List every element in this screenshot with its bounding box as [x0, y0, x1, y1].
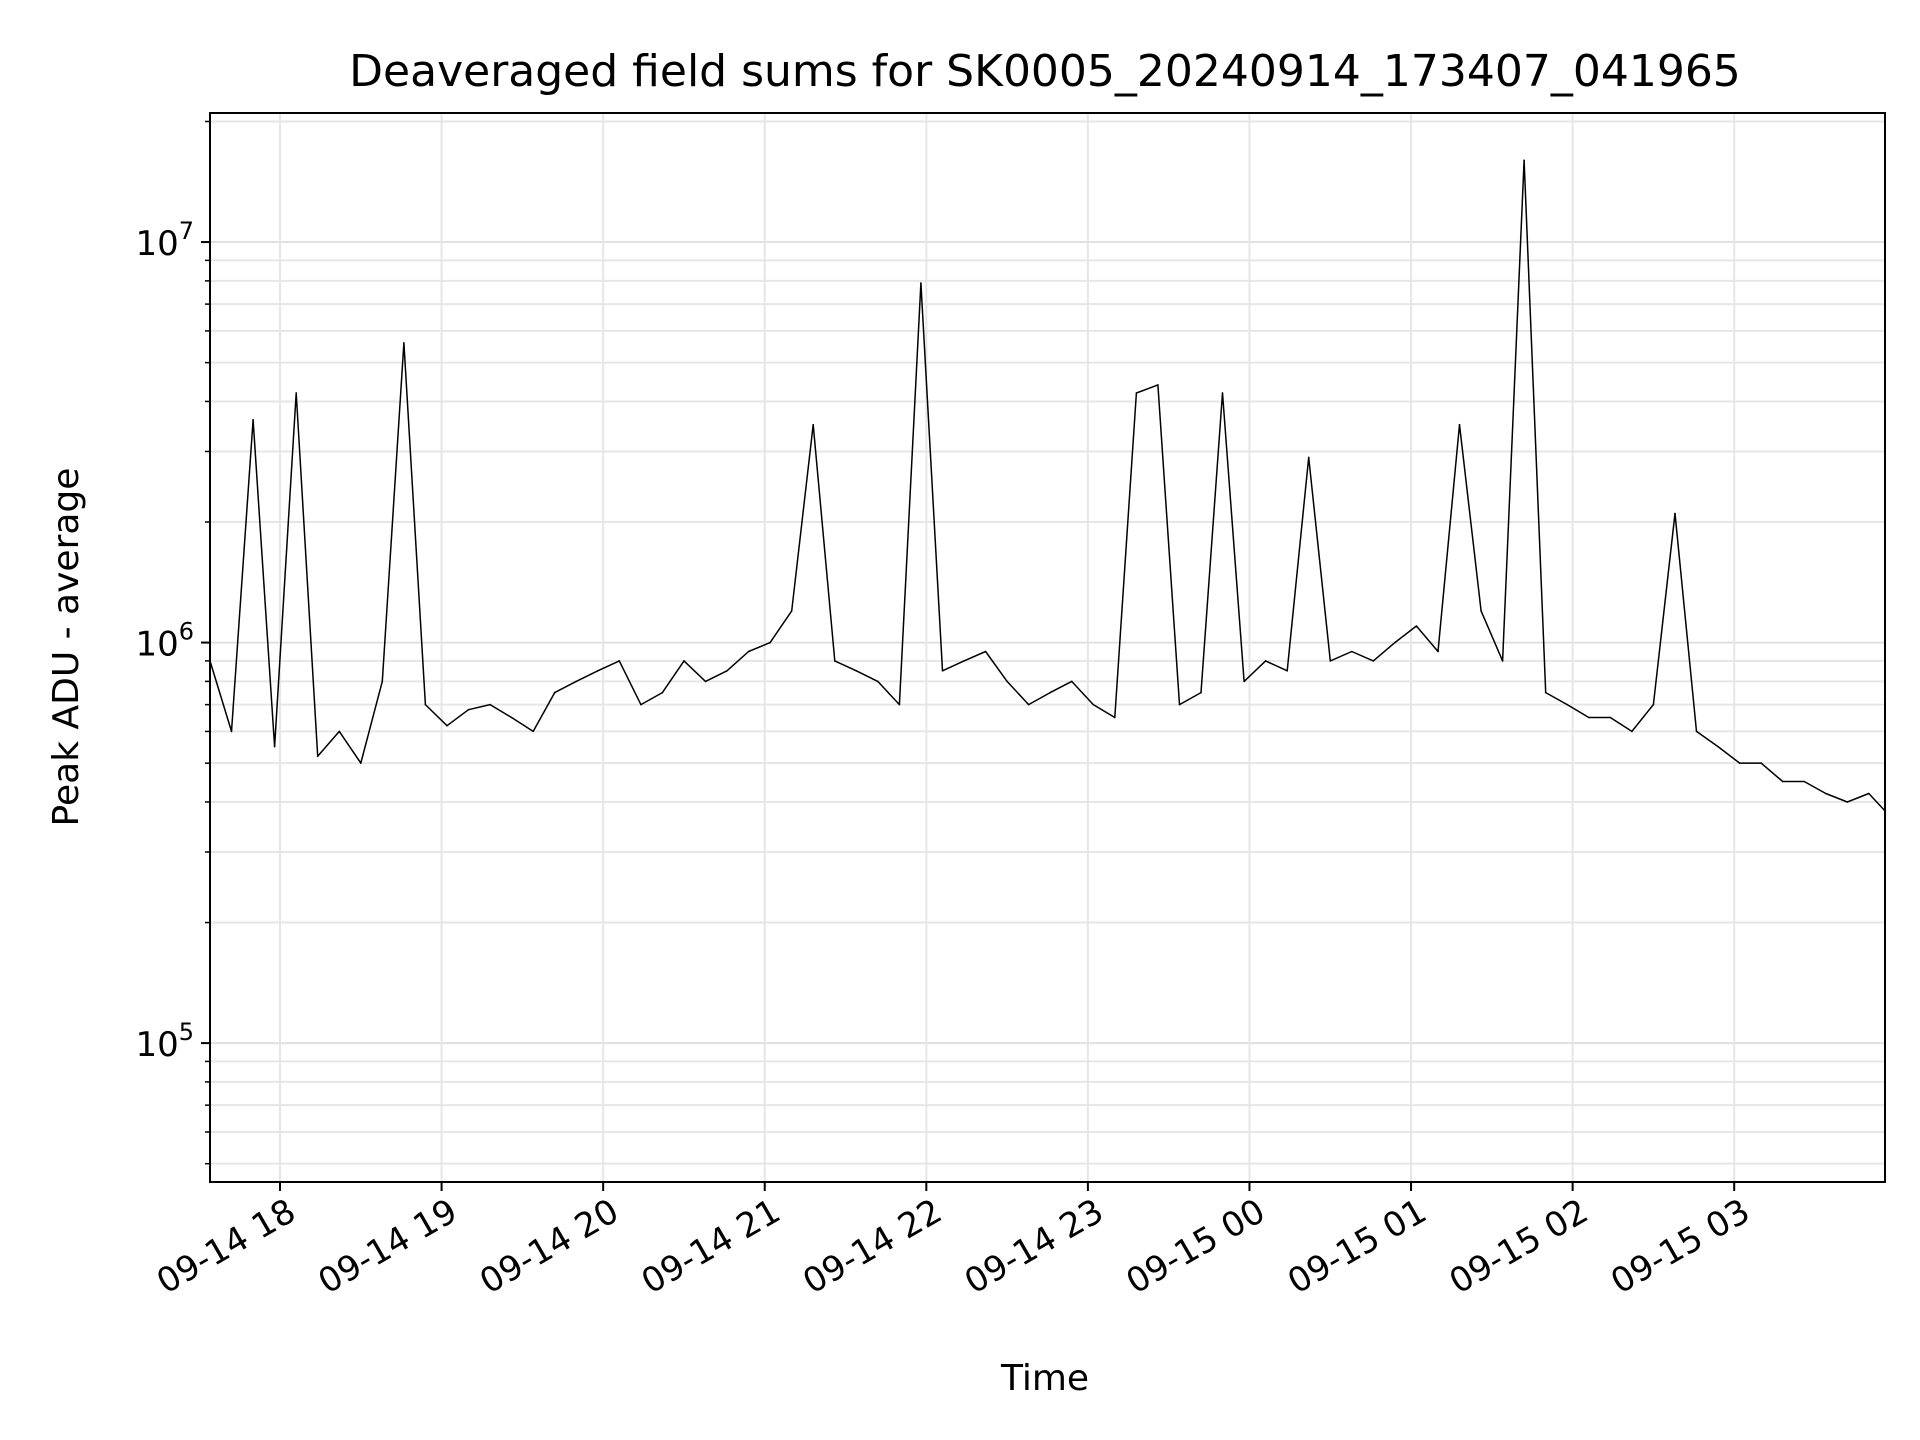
data-point [1846, 801, 1849, 803]
data-point [661, 691, 664, 694]
data-point [984, 650, 987, 653]
data-point [877, 680, 879, 683]
data-point [1803, 780, 1805, 783]
data-point [683, 660, 685, 662]
data-point [790, 610, 793, 612]
data-point [1501, 660, 1504, 662]
data-point [898, 703, 901, 706]
data-point [1825, 792, 1827, 795]
data-point [855, 670, 858, 672]
data-point [704, 680, 707, 683]
y-tick-label: 107 [135, 217, 194, 264]
data-point [403, 342, 405, 344]
data-point [360, 762, 362, 764]
data-point [1200, 691, 1202, 694]
data-point [1588, 716, 1590, 719]
data-point [510, 716, 513, 719]
data-point [1781, 780, 1784, 783]
data-point [1695, 730, 1698, 733]
data-point [381, 680, 384, 683]
data-point [963, 660, 965, 662]
data-point [575, 680, 577, 683]
x-axis-label: Time [1000, 1358, 1089, 1399]
chart-title: Deaveraged field sums for SK0005_2024091… [349, 46, 1741, 97]
data-point [1480, 610, 1482, 612]
data-point [1415, 625, 1418, 627]
data-point [1006, 680, 1008, 683]
data-point [640, 703, 642, 706]
data-point [834, 660, 836, 662]
data-point [812, 423, 814, 426]
data-point [1221, 392, 1224, 394]
grid [210, 113, 1885, 1182]
y-ticks: 105 106 107 [135, 120, 210, 1165]
data-point [769, 641, 771, 644]
data-point [1717, 745, 1719, 748]
data-point [1458, 423, 1461, 426]
data-point [1372, 660, 1375, 662]
y-tick-label: 105 [135, 1018, 194, 1065]
data-point [467, 708, 470, 711]
data-point [230, 730, 233, 733]
data-point [1307, 456, 1310, 459]
data-point [1760, 762, 1762, 764]
data-point [747, 650, 750, 653]
data-point [1157, 384, 1159, 386]
y-tick-label: 106 [135, 618, 194, 665]
data-point [941, 670, 944, 672]
data-point [1394, 641, 1396, 644]
data-point [1652, 703, 1655, 706]
data-point [1631, 730, 1633, 733]
data-point [252, 419, 254, 421]
data-point [1329, 660, 1332, 662]
data-point [1286, 670, 1288, 672]
series-layer [209, 159, 1886, 812]
data-point [1070, 680, 1073, 683]
data-point [1027, 703, 1030, 706]
data-point [424, 703, 427, 706]
data-point [920, 282, 922, 284]
data-point [273, 745, 276, 748]
data-point [1114, 716, 1116, 719]
data-point [1738, 762, 1741, 764]
data-point [316, 755, 319, 758]
data-point [726, 670, 728, 672]
data-point [1868, 792, 1870, 795]
data-point [1178, 703, 1181, 706]
data-point [1437, 650, 1439, 653]
data-point [618, 660, 621, 662]
data-point [1243, 680, 1245, 683]
data-point [446, 724, 448, 727]
data-point [338, 730, 341, 733]
data-point [1264, 660, 1267, 662]
data-point [553, 691, 556, 694]
data-point [597, 670, 599, 672]
data-point [1523, 159, 1525, 162]
plot-frame [209, 112, 1886, 1183]
data-point [1544, 691, 1547, 694]
data-point [489, 703, 491, 706]
y-axis-label: Peak ADU - average [46, 468, 87, 827]
data-point [1092, 703, 1095, 706]
data-point [295, 392, 298, 394]
data-point [1566, 703, 1568, 706]
data-point [1049, 691, 1051, 694]
data-point [532, 730, 534, 733]
data-point [1609, 716, 1612, 719]
data-point [1674, 512, 1676, 515]
data-point [1135, 392, 1138, 394]
data-point [1351, 650, 1353, 653]
